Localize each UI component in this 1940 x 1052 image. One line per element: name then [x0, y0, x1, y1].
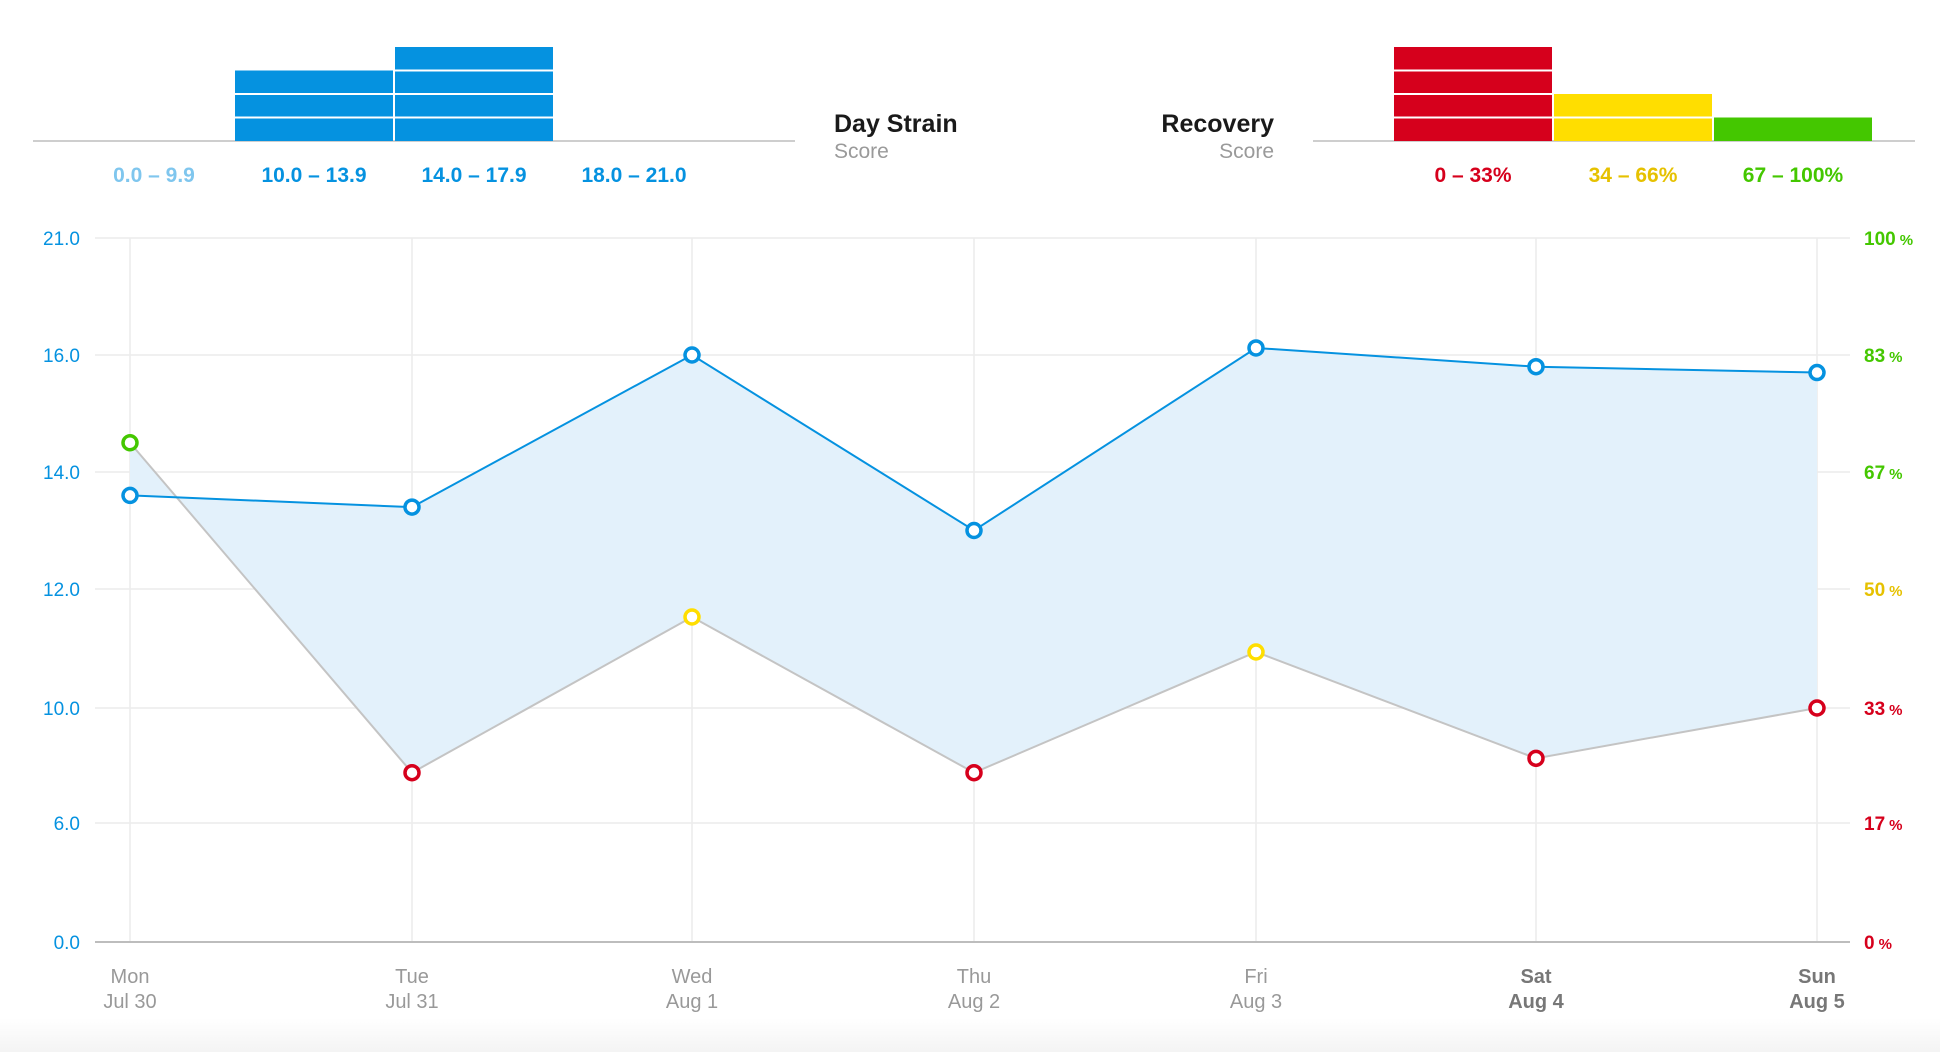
strain-point	[1527, 357, 1545, 376]
right-axis-tick-label: 67%	[1864, 463, 1902, 484]
x-axis-day-label: Sat	[1520, 966, 1551, 988]
strain-legend-heading: Day Strain	[834, 110, 958, 138]
strain-point	[403, 498, 421, 516]
x-axis-day-label: Sun	[1798, 966, 1836, 988]
strain-point	[1247, 339, 1265, 357]
left-axis-tick-label: 0.0	[54, 933, 80, 954]
recovery-legend-subheading: Score	[1219, 140, 1274, 163]
strain-legend-subheading: Score	[834, 140, 889, 163]
x-axis-date-label: Aug 3	[1230, 991, 1282, 1013]
recovery-point	[403, 763, 421, 782]
recovery-point	[1247, 643, 1265, 661]
strain-point	[1808, 363, 1826, 382]
x-axis-date-label: Aug 5	[1789, 991, 1845, 1013]
left-axis-tick-label: 16.0	[43, 346, 80, 367]
x-axis-date-label: Aug 4	[1508, 991, 1564, 1013]
left-axis-tick-label: 14.0	[43, 463, 80, 484]
recovery-point	[121, 434, 139, 452]
x-axis-date-label: Aug 1	[666, 991, 718, 1013]
strain-histogram-bin-label: 18.0 – 21.0	[581, 164, 686, 187]
left-axis-tick-label: 21.0	[43, 229, 80, 250]
recovery-histogram-bin-label: 67 – 100%	[1743, 164, 1844, 187]
recovery-point	[1527, 749, 1545, 768]
strain-point	[683, 346, 701, 364]
x-axis-date-label: Jul 30	[103, 991, 156, 1013]
left-axis-tick-label: 6.0	[54, 814, 80, 835]
left-axis-tick-label: 10.0	[43, 699, 80, 720]
right-axis-tick-label: 17%	[1864, 814, 1902, 835]
right-axis-tick-label: 50%	[1864, 580, 1902, 601]
strain-histogram-bin-label: 0.0 – 9.9	[113, 164, 195, 187]
x-axis-day-label: Fri	[1244, 966, 1267, 988]
x-axis-day-label: Tue	[395, 966, 429, 988]
recovery-point	[1808, 699, 1826, 717]
strain-histogram-bar	[235, 70, 393, 141]
x-axis-date-label: Aug 2	[948, 991, 1000, 1013]
recovery-point	[965, 763, 983, 782]
recovery-point	[683, 608, 701, 626]
strain-legend-title: Day Strain Score	[834, 109, 958, 165]
strain-point	[121, 486, 139, 505]
right-axis-tick-label: 83%	[1864, 346, 1902, 367]
strain-histogram-bin-label: 14.0 – 17.9	[421, 164, 526, 187]
right-axis-tick-label: 0%	[1864, 933, 1892, 954]
strain-histogram-bin-label: 10.0 – 13.9	[261, 164, 366, 187]
x-axis-day-label: Thu	[957, 966, 991, 988]
right-axis-tick-label: 100%	[1864, 229, 1913, 250]
recovery-legend-heading: Recovery	[1161, 110, 1274, 138]
x-axis-day-label: Wed	[672, 966, 713, 988]
recovery-histogram-bar	[1714, 117, 1872, 141]
x-axis-day-label: Mon	[111, 966, 150, 988]
recovery-histogram-bin-label: 0 – 33%	[1434, 164, 1511, 187]
strain-recovery-band	[130, 347, 1817, 773]
strain-point	[965, 521, 983, 540]
x-axis-date-label: Jul 31	[385, 991, 438, 1013]
recovery-histogram-bin-label: 34 – 66%	[1589, 164, 1678, 187]
bottom-band	[0, 1018, 1940, 1052]
recovery-legend-title: Recovery Score	[1156, 109, 1274, 165]
left-axis-tick-label: 12.0	[43, 580, 80, 601]
right-axis-tick-label: 33%	[1864, 699, 1902, 720]
